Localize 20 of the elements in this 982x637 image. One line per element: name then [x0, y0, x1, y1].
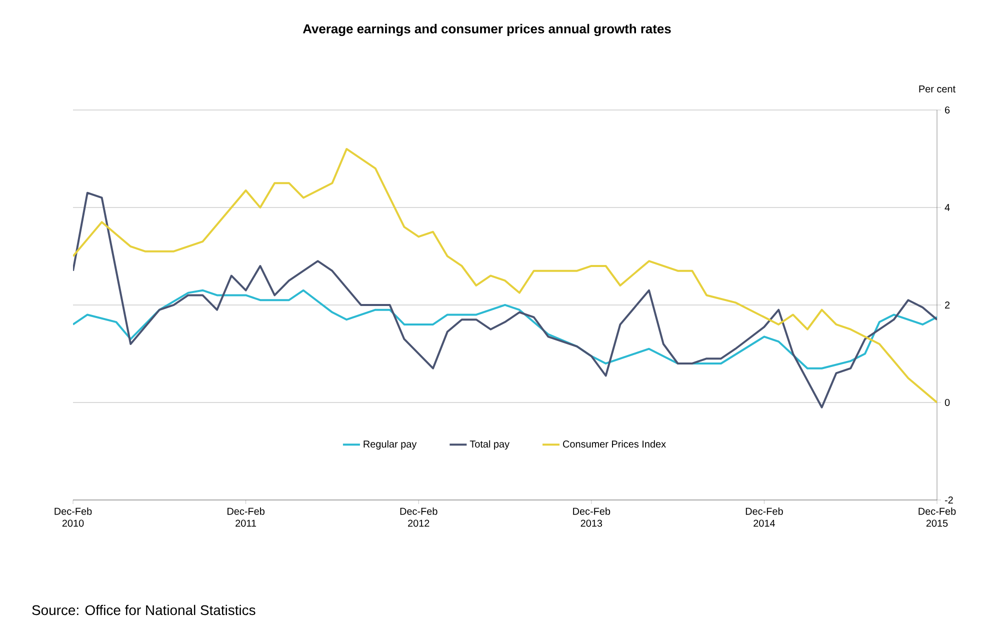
chart-title: Average earnings and consumer prices annual growth rates: [302, 24, 671, 36]
y-tick-label: 2: [945, 302, 950, 308]
source-note: Source: Office for National Statistics: [32, 604, 256, 616]
x-tick-label: Dec-Feb 2012: [400, 508, 438, 527]
y-tick-label: 0: [944, 398, 950, 406]
line-series: [73, 192, 938, 408]
x-tick-label: Dec-Feb 2014: [746, 508, 783, 527]
x-tick-label: Dec-Feb 2010: [54, 508, 92, 527]
legend-label: Regular pay: [364, 440, 417, 450]
y-tick-label: 4: [944, 204, 950, 211]
y-tick-label: -2: [944, 496, 953, 504]
legend-label: Total pay: [470, 440, 510, 450]
legend-label: Consumer Prices Index: [563, 440, 666, 448]
x-tick-label: Dec-Feb 2015: [918, 508, 956, 527]
y-tick-label: 6: [945, 106, 950, 114]
x-tick-label: Dec-Feb 2011: [228, 508, 264, 527]
line-series: [73, 148, 938, 404]
x-tick-label: Dec-Feb 2013: [573, 508, 610, 527]
line-series: [73, 289, 938, 370]
y-axis-title: Per cent: [919, 86, 956, 92]
